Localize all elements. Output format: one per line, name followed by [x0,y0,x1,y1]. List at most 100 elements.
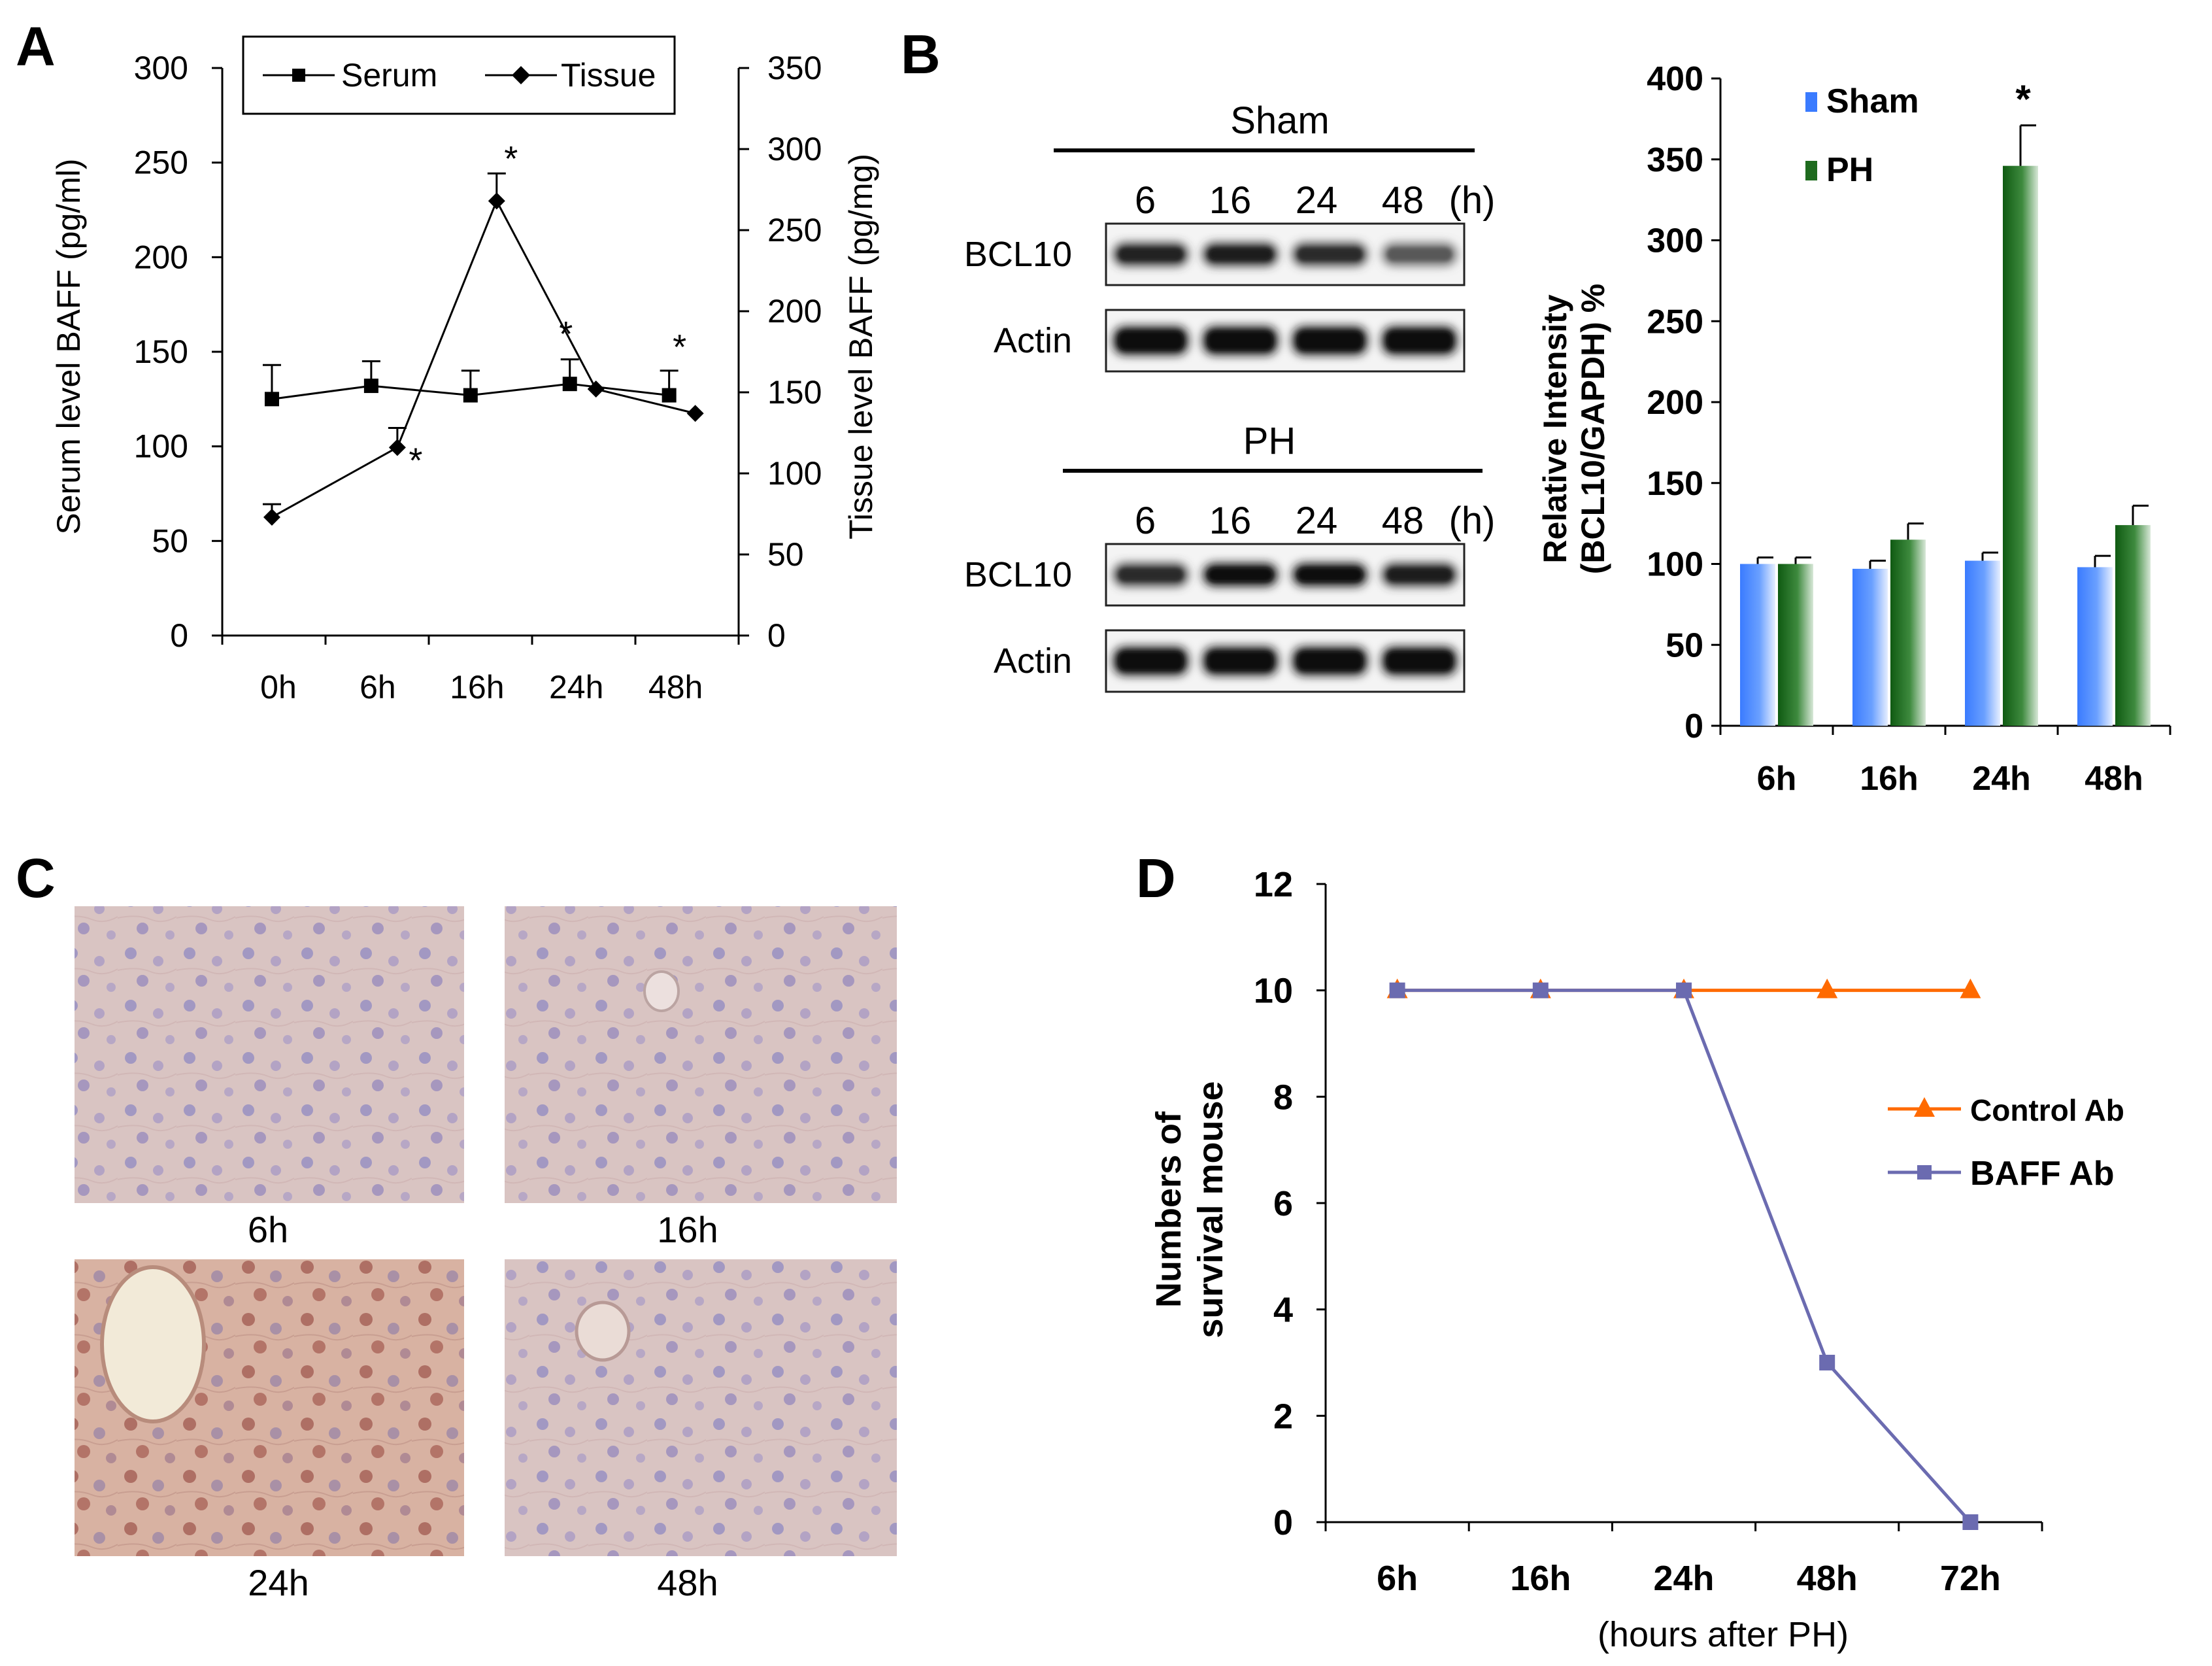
blot-row-label: BCL10 [964,235,1072,274]
b-x-tick-label: 6h [1757,760,1797,798]
legend-serum-label: Serum [341,57,437,94]
panel-c-micrographs: 6h 16h 24h 48h [75,906,897,1603]
panel-a-left-axis-title: Serum level BAFF (pg/ml) [50,158,87,534]
a-left-tick-label: 50 [152,522,188,559]
a-point-serum [363,379,378,394]
blot-row-label: Actin [994,641,1072,681]
blot-band-core [1298,248,1362,261]
d-point-control-ab [1817,978,1838,998]
b-y-tick-label: 100 [1647,546,1703,584]
b-y-tick-label: 0 [1684,707,1703,745]
b-bar-ph [2115,525,2151,726]
a-point-tissue [686,405,704,422]
blot-lane-label: 24 [1296,500,1338,542]
blot-group-label: PH [1243,420,1296,462]
blot-lane-label: 24 [1296,179,1338,222]
panel-d-axes [1316,883,2043,1531]
blot-band-core [1387,652,1452,670]
panel-d-legend: Control Ab BAFF Ab [1888,1093,2124,1193]
a-point-tissue [388,439,406,456]
d-y-tick-label: 12 [1254,865,1293,904]
panel-d-x-axis-title: (hours after PH) [1598,1615,1849,1654]
b-x-tick-label: 24h [1972,760,2031,798]
legend-sham-swatch [1805,92,1817,112]
b-x-tick-label: 16h [1860,760,1919,798]
blot-group-label: Sham [1230,99,1330,142]
d-point-baff-ab [1532,982,1549,998]
a-right-tick-label: 250 [767,212,822,248]
d-point-baff-ab [1819,1355,1835,1370]
blot-band-core [1118,568,1183,581]
micrograph-label: 48h [657,1562,718,1603]
d-point-baff-ab [1389,982,1405,998]
a-left-tick-label: 150 [134,333,188,370]
d-y-tick-label: 2 [1273,1397,1293,1436]
a-right-tick-label: 150 [767,374,822,411]
a-right-tick-label: 50 [767,536,804,573]
b-bar-ph [2003,165,2038,726]
panel-b-y-axis-title-line2: (BCL10/GAPDH) % [1575,284,1611,574]
d-y-tick-label: 8 [1273,1078,1293,1117]
blot-lane-label: 6 [1135,179,1156,222]
b-bar-sham [2077,567,2113,726]
a-left-tick-label: 200 [134,239,188,275]
panel-b-western-blots: Sham 6 16 24 48 (h) BCL10 Actin PH 6 16 24 48 (h) BCL1… [964,99,1496,693]
a-point-tissue [263,508,280,526]
a-point-serum [562,377,577,392]
blot-band-core [1387,248,1452,261]
a-point-serum [662,388,677,403]
d-y-tick-label: 0 [1273,1503,1293,1542]
panel-a-line-chart: 0 50 100 150 200 250 300 0 50 100 150 200 250 300 350 0… [50,35,879,706]
a-left-tick-label: 100 [134,428,188,465]
blot-band-core [1208,332,1273,350]
b-bar-ph [1890,539,1926,726]
panel-a-series: * * * * [262,139,704,526]
legend-control-ab-marker [1914,1097,1935,1117]
blot-band-core [1298,568,1362,581]
b-y-tick-label: 150 [1647,465,1703,503]
panel-a-legend-box [242,35,676,115]
b-bar-sham [1965,560,2000,726]
a-point-serum [264,392,279,407]
blot-unit-label: (h) [1449,500,1496,542]
blot-row-label: Actin [994,321,1072,360]
panel-label-a: A [16,16,56,77]
panel-d-y-axis-title-line2: survival mouse [1191,1081,1230,1338]
panel-a-legend: Serum Tissue [242,35,676,115]
a-point-tissue [488,192,505,210]
b-y-tick-label: 250 [1647,303,1703,341]
panel-b-y-axis-title-line1: Relative Intensity [1537,294,1573,563]
b-x-tick-label: 48h [2085,760,2143,798]
a-right-tick-label: 300 [767,131,822,167]
a-significance-asterisk: * [504,139,518,178]
a-significance-asterisk: * [409,441,422,480]
d-x-tick-label: 72h [1940,1559,2001,1598]
b-bar-sham [1852,568,1888,726]
blot-band-core [1118,332,1183,350]
b-bar-ph [1778,564,1813,726]
panel-d-series [1386,978,1981,1530]
micrograph-vessel [575,1300,631,1362]
a-right-tick-label: 200 [767,293,822,330]
blot-band-core [1208,568,1273,581]
blot-band-core [1118,248,1183,261]
legend-ph-label: PH [1826,151,1873,189]
a-right-tick-label: 350 [767,50,822,86]
legend-tissue-label: Tissue [561,57,656,94]
a-series-line-tissue [271,198,696,518]
d-x-tick-label: 6h [1377,1559,1418,1598]
b-y-tick-label: 300 [1647,222,1703,260]
blot-lane-label: 48 [1382,179,1424,222]
d-x-tick-label: 48h [1797,1559,1858,1598]
a-right-tick-label: 0 [767,617,786,654]
a-significance-asterisk: * [559,314,573,354]
micrograph-texture [505,1259,897,1556]
blot-band-core [1387,332,1452,350]
legend-ph-swatch [1805,161,1817,180]
legend-tissue-marker [512,66,530,84]
blot-lane-label: 16 [1209,500,1252,542]
blot-band-core [1387,568,1452,581]
panel-b-tick-labels: 0 50 100 150 200 250 300 350 400 6h 16h 24h 48h [1647,60,2143,798]
blot-band-core [1208,652,1273,670]
legend-control-ab-label: Control Ab [1970,1093,2124,1127]
